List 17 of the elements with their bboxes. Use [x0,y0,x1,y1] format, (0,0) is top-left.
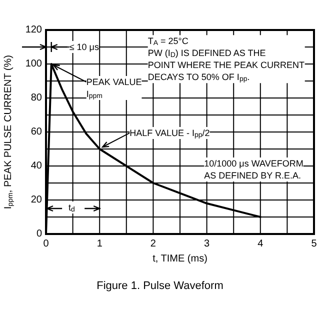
y-tick-label: 20 [30,194,42,206]
y-tick-label: 120 [25,24,42,36]
y-tick-label: 40 [30,160,42,172]
caption: Figure 1. Pulse Waveform [96,280,224,292]
x-tick-label: 5 [311,238,318,250]
annotation: 10/1000 μs WAVEFORM AS DEFINED BY R.E.A. [204,158,304,180]
y-tick-label: 100 [25,58,42,70]
y-tick-label: 60 [30,126,42,138]
x-tick-label: 1 [96,238,103,250]
y-tick-label: 80 [30,92,42,104]
x-tick-label: 2 [150,238,156,250]
x-axis-title: t, TIME (ms) [152,254,208,264]
x-tick-label: 3 [204,238,210,250]
y-tick-label: 0 [36,228,42,240]
annotation: ≤ 10 μs [69,42,100,52]
x-tick-label: 0 [43,238,50,250]
x-tick-label: 4 [258,238,264,250]
